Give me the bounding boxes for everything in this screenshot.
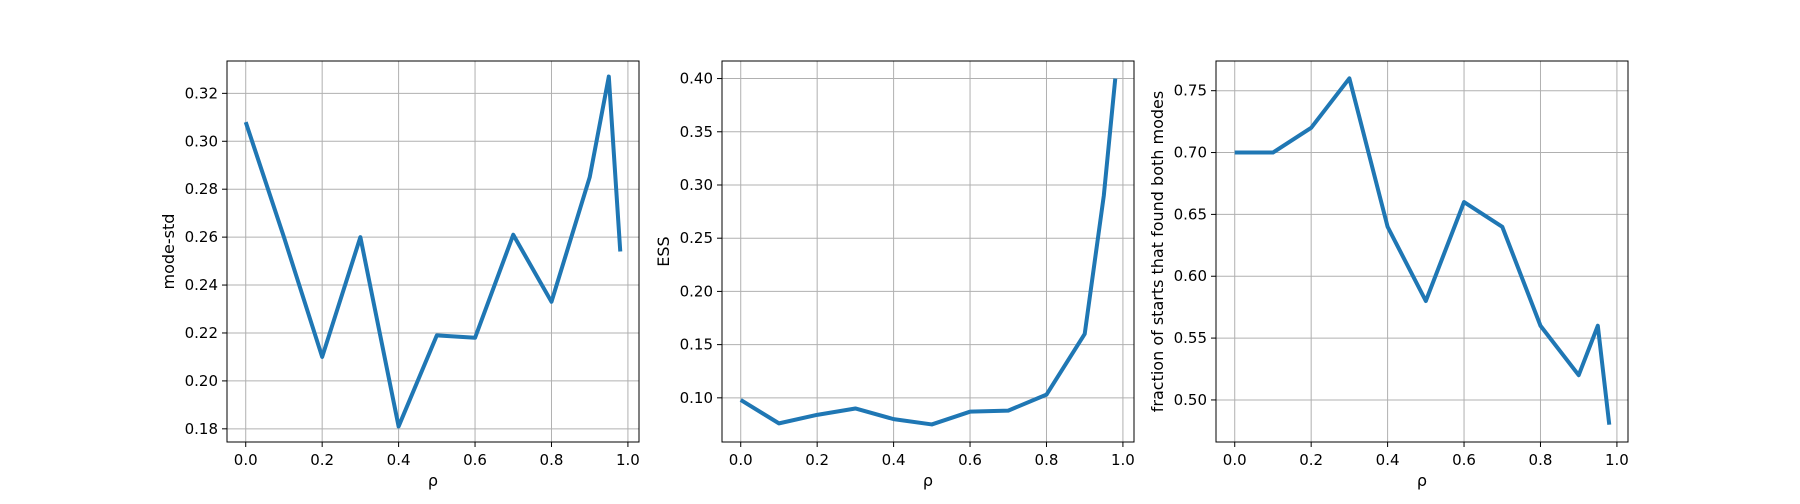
y-tick-label: 0.70 [1174, 144, 1207, 162]
y-tick-label: 0.50 [1174, 391, 1207, 409]
x-tick-label: 0.0 [1223, 451, 1247, 469]
chart-2: 0.0 0.2 0.4 0.6 0.8 1.0 0.10 0.15 0.20 0.25 0.30 0.… [654, 60, 1135, 490]
x-tick-label: 0.2 [805, 451, 829, 469]
y-tick-label: 0.30 [185, 132, 218, 150]
x-tick-label: 1.0 [1111, 451, 1135, 469]
x-tick-label: 1.0 [1605, 451, 1629, 469]
x-tick-label: 0.0 [729, 451, 753, 469]
x-tick-label: 0.8 [1035, 451, 1059, 469]
x-axis-label: ρ [923, 471, 933, 490]
y-tick-label: 0.26 [185, 228, 218, 246]
x-tick-label: 0.6 [958, 451, 982, 469]
y-tick-label: 0.22 [185, 324, 218, 342]
x-tick-label: 0.6 [1452, 451, 1476, 469]
x-tick-label: 0.4 [882, 451, 906, 469]
y-tick-label: 0.28 [185, 180, 218, 198]
y-tick-label: 0.55 [1174, 329, 1207, 347]
y-tick-label: 0.75 [1174, 82, 1207, 100]
y-tick-label: 0.65 [1174, 205, 1207, 223]
y-tick-label: 0.20 [185, 372, 218, 390]
x-tick-label: 0.8 [540, 451, 564, 469]
y-tick-label: 0.40 [680, 70, 713, 88]
y-tick-label: 0.32 [185, 84, 218, 102]
axes-frame [721, 60, 1135, 443]
series-line [739, 78, 1118, 427]
axes-frame [1215, 60, 1629, 443]
y-tick-label: 0.35 [680, 123, 713, 141]
y-tick-label: 0.60 [1174, 267, 1207, 285]
axes-frame [226, 60, 640, 443]
y-axis-label: mode-std [159, 214, 178, 290]
y-tick-label: 0.25 [680, 229, 713, 247]
y-axis-label: fraction of starts that found both modes [1148, 91, 1167, 412]
y-tick-label: 0.20 [680, 282, 713, 300]
chart-1: 0.0 0.2 0.4 0.6 0.8 1.0 0.18 0.20 0.22 0.24 0.26 0.… [159, 60, 640, 490]
x-tick-label: 0.0 [234, 451, 258, 469]
x-tick-label: 0.2 [1299, 451, 1323, 469]
chart-3: 0.0 0.2 0.4 0.6 0.8 1.0 0.50 0.55 0.60 0.65 0.70 0.… [1148, 60, 1629, 490]
x-axis-label: ρ [428, 471, 438, 490]
y-tick-label: 0.10 [680, 389, 713, 407]
y-tick-label: 0.24 [185, 276, 218, 294]
y-axis-label: ESS [654, 236, 673, 266]
series-line [1234, 76, 1612, 425]
x-tick-label: 1.0 [616, 451, 640, 469]
x-tick-label: 0.4 [387, 451, 411, 469]
x-axis-label: ρ [1417, 471, 1427, 490]
x-tick-label: 0.8 [1529, 451, 1553, 469]
x-tick-label: 0.2 [310, 451, 334, 469]
y-tick-label: 0.15 [680, 336, 713, 354]
series-line [243, 74, 623, 429]
y-tick-label: 0.30 [680, 176, 713, 194]
x-tick-label: 0.4 [1376, 451, 1400, 469]
y-tick-label: 0.18 [185, 420, 218, 438]
x-tick-label: 0.6 [463, 451, 487, 469]
